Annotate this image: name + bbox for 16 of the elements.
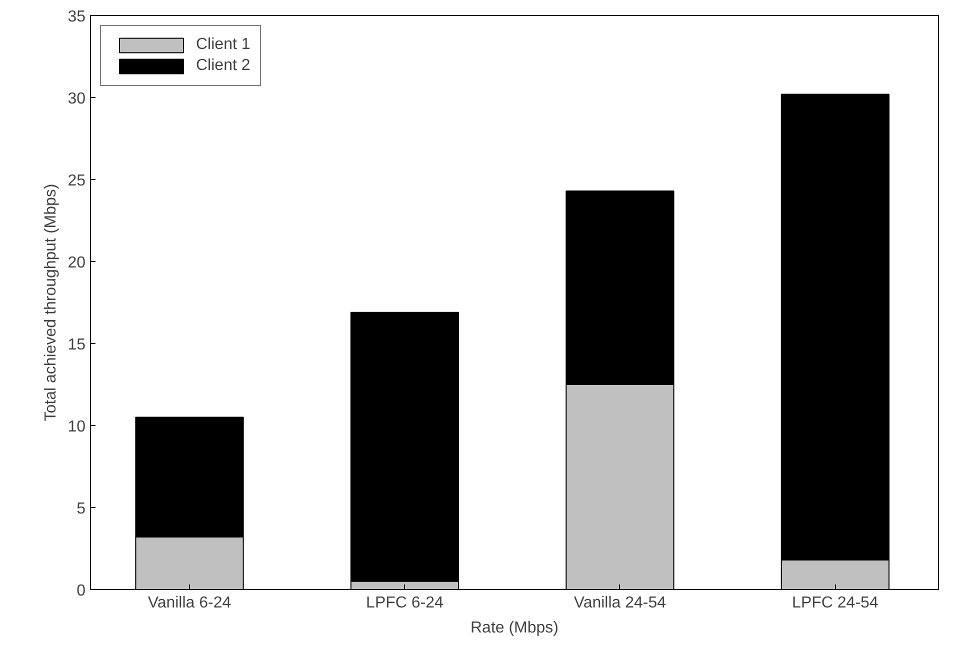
y-tick-label: 15 (68, 336, 86, 354)
x-axis-title: Rate (Mbps) (470, 620, 559, 636)
y-tick-label: 35 (68, 8, 86, 26)
y-tick-label: 5 (76, 500, 86, 518)
y-tick-label: 25 (68, 172, 86, 190)
y-tick-label: 0 (76, 582, 86, 600)
x-tick-label: Vanilla 6-24 (148, 594, 232, 612)
y-axis-title: Total achieved throughput (Mbps) (42, 184, 60, 422)
x-tick-label: Vanilla 24-54 (574, 594, 666, 612)
x-tick-label: LPFC 24-54 (792, 594, 878, 612)
legend-label: Client 1 (196, 36, 250, 54)
y-tick-label: 30 (68, 90, 86, 108)
legend-label: Client 2 (196, 57, 250, 75)
y-tick-label: 10 (68, 418, 86, 436)
y-tick-label: 20 (68, 254, 86, 272)
x-tick-label: LPFC 6-24 (366, 594, 444, 612)
